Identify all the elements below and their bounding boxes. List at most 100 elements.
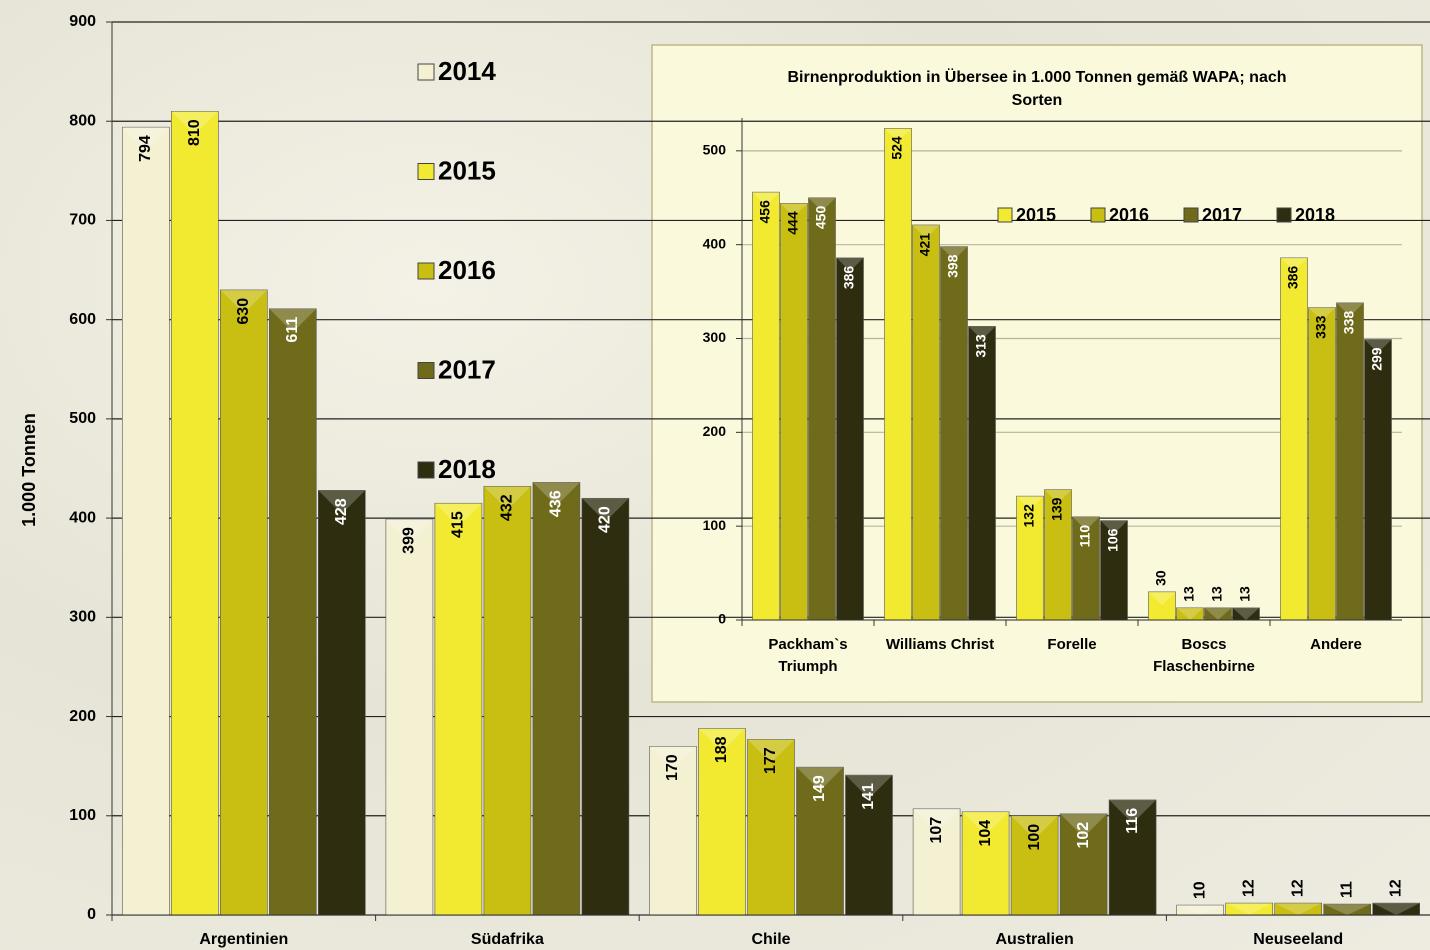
value-label: 177 [762,747,779,774]
value-label: 386 [841,266,857,290]
bar-bevel [1100,520,1128,535]
bar-bevel [1044,489,1072,504]
x-tick-label: Südafrika [470,931,544,948]
bar [1108,799,1157,916]
bar [1016,495,1044,621]
bar [796,766,844,916]
bar-bevel [912,224,940,239]
bar-bevel [434,503,482,527]
value-label: 132 [1021,504,1037,528]
value-label: 139 [1049,497,1065,521]
bar-bevel [1109,799,1157,824]
y-tick-label: 0 [87,906,96,923]
legend-swatch [1276,207,1292,223]
legend-swatch [1090,207,1106,223]
legend-label: 2016 [1109,205,1149,225]
bar-bevel [1372,903,1420,915]
bar-bevel [1016,496,1044,510]
y-tick-label: 200 [69,708,96,725]
x-tick-label: Australien [995,931,1074,948]
x-tick-label: Packham`s Triumph [768,636,848,675]
value-label: 13 [1209,586,1225,602]
bar-bevel [752,192,780,206]
y-tick-label: 100 [69,807,96,824]
y-tick-label: 200 [703,423,727,439]
bar [171,111,219,916]
value-label: 432 [499,494,516,521]
bar [649,746,697,916]
bar-bevel [318,490,366,514]
value-label: 104 [977,820,994,847]
bar [1044,489,1072,621]
y-tick-label: 300 [703,329,727,345]
value-label: 436 [548,490,565,517]
inset-title: Birnenproduktion in Übersee in 1.000 Ton… [787,69,1287,110]
bar [1010,815,1059,916]
bar [581,497,630,916]
value-label: 188 [713,736,730,763]
value-label: 611 [284,317,301,343]
y-tick-label: 400 [703,235,727,251]
bar-bevel [171,111,219,135]
y-tick-label: 500 [69,410,96,427]
bar-bevel [483,486,531,510]
bar-bevel [1011,815,1059,840]
bar-bevel [269,308,317,333]
bar-bevel [836,257,864,272]
x-tick-label: Chile [751,931,791,948]
bar-bevel [1176,905,1224,915]
x-tick-label: Forelle [1047,636,1097,653]
bar [220,289,268,916]
value-label: 12 [1289,879,1306,897]
x-tick-label: Williams Christ [885,636,995,653]
value-label: 12 [1240,879,1257,897]
bar [385,518,434,916]
bar-bevel [220,289,268,314]
bar [1364,339,1392,621]
bar-bevel [385,519,433,543]
value-label: 116 [1124,808,1141,834]
legend-label: 2014 [438,56,496,86]
bar [268,308,317,916]
bar [698,728,746,916]
legend-swatch [417,63,435,81]
value-label: 398 [945,254,961,278]
bar [1059,813,1108,916]
bar [483,486,532,916]
bar [884,128,912,621]
legend-swatch [417,262,435,280]
value-label: 11 [1338,881,1355,898]
bar-bevel [1280,257,1308,272]
bar-bevel [1336,302,1364,317]
value-label: 12 [1387,879,1404,897]
value-label: 13 [1181,586,1197,602]
bar-bevel [532,482,580,506]
bar [940,246,968,621]
legend-swatch [417,163,435,180]
bar [747,739,795,916]
value-label: 10 [1191,881,1208,899]
bar-bevel [808,197,836,212]
y-tick-label: 600 [69,311,96,328]
legend-label: 2016 [438,255,496,285]
bar [752,191,780,621]
value-label: 30 [1153,570,1169,586]
bar-bevel [845,775,893,799]
value-label: 110 [1077,525,1093,548]
bar-bevel [1225,903,1273,915]
bar-bevel [1176,607,1204,620]
y-tick-label: 500 [703,142,727,158]
value-label: 299 [1369,347,1385,371]
legend-label: 2015 [1016,205,1056,225]
legend-swatch [997,207,1013,223]
value-label: 450 [813,206,829,230]
legend-label: 2015 [438,155,496,185]
bar [1308,307,1336,621]
x-tick-label: Boscs Flaschenbirne [1153,636,1255,675]
bar-bevel [1323,904,1371,915]
value-label: 106 [1105,528,1121,552]
bar [1336,302,1364,621]
value-label: 100 [1026,824,1043,851]
bar [532,482,581,916]
